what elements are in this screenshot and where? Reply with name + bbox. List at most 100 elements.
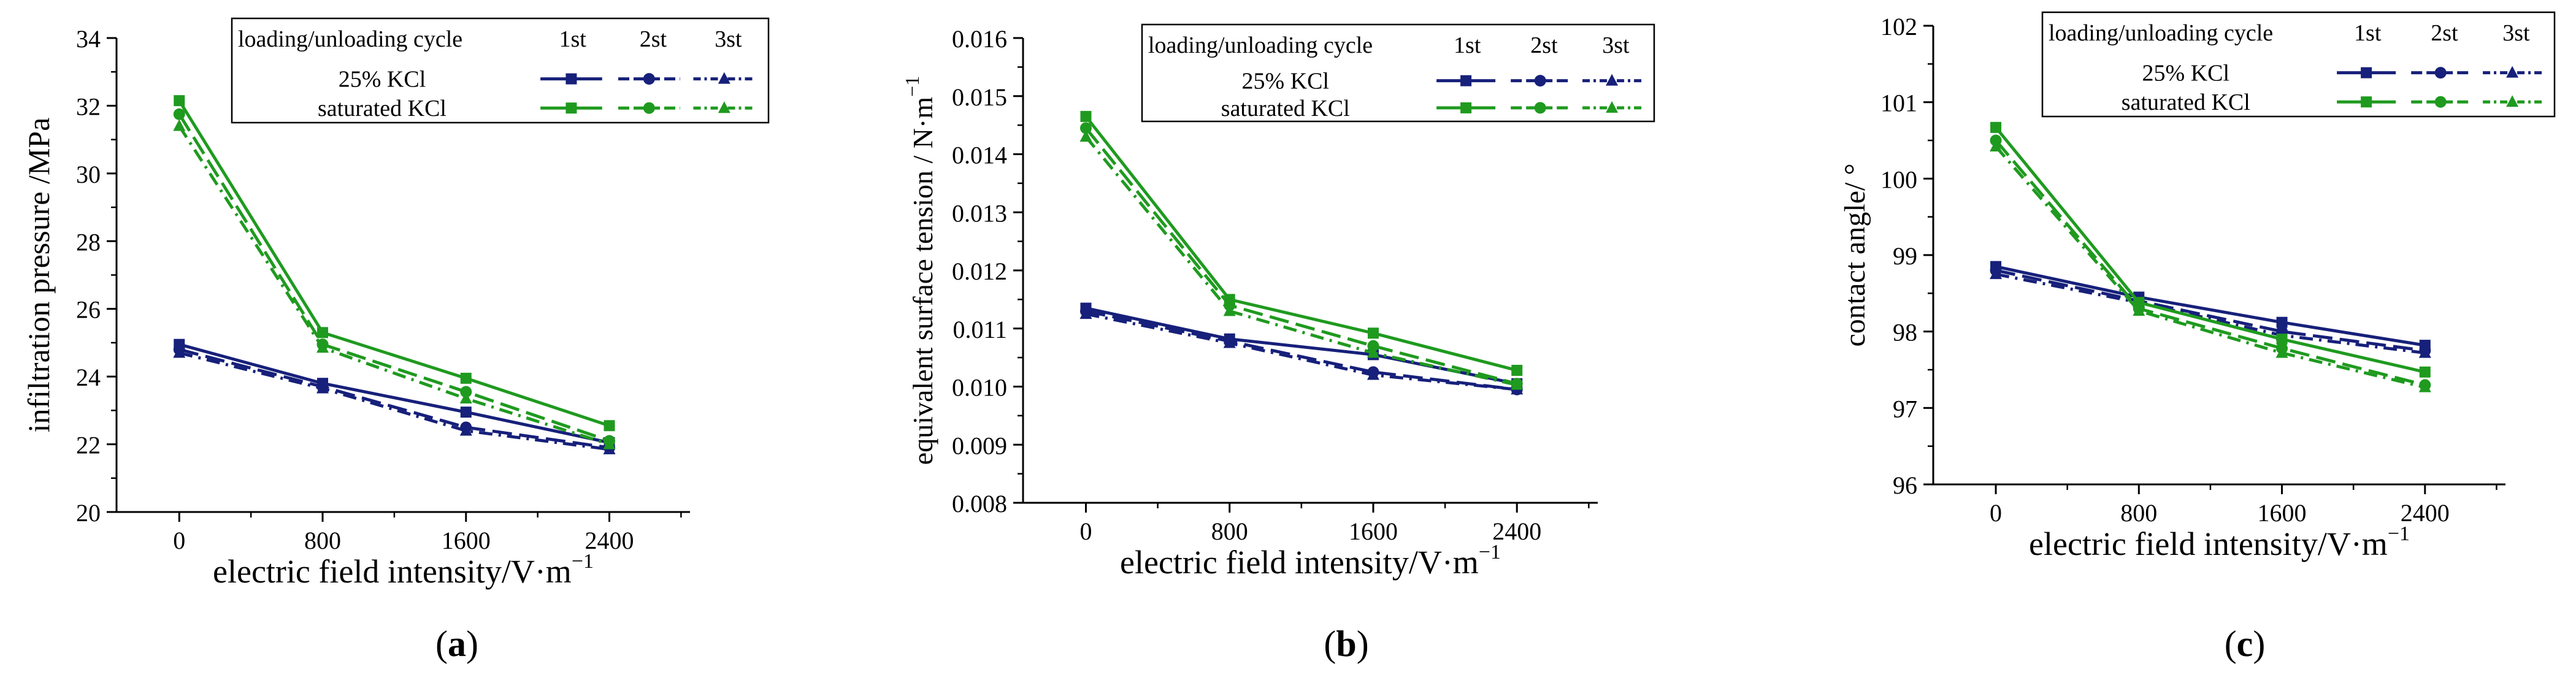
- data-point: [460, 407, 472, 418]
- series-line: [1995, 139, 2426, 387]
- legend-marker: [2506, 66, 2519, 78]
- legend-group-label: saturated KCl: [318, 96, 447, 121]
- legend-marker: [1460, 75, 1472, 86]
- x-tick-label: 0: [1079, 518, 1092, 545]
- panel-caption-open: (: [435, 624, 448, 664]
- legend-cycle-label: 3st: [715, 26, 742, 52]
- x-tick-label: 800: [304, 527, 341, 554]
- series-line: [1995, 269, 2426, 353]
- legend-cycle-label: 1st: [1454, 32, 1481, 58]
- data-point: [460, 386, 472, 398]
- series-saturated-1st: [174, 95, 615, 432]
- panel-caption-letter: a: [448, 624, 466, 664]
- legend-marker: [718, 101, 730, 113]
- legend-marker: [565, 73, 577, 85]
- panel-caption: (b): [1324, 624, 1368, 664]
- y-tick-label: 24: [76, 364, 101, 391]
- panel-caption-open: (: [1324, 624, 1336, 664]
- data-point: [1080, 110, 1092, 122]
- x-tick-label: 0: [173, 527, 185, 554]
- data-point: [2275, 346, 2288, 358]
- series-saturated-3st: [1990, 139, 2431, 392]
- data-point: [1367, 368, 1379, 380]
- x-tick-label: 2400: [2401, 499, 2450, 527]
- series-line: [178, 113, 610, 443]
- legend-box: [231, 17, 770, 124]
- legend-cycle-label: 2st: [1530, 32, 1558, 58]
- data-point: [459, 424, 472, 436]
- legend-marker: [1606, 74, 1619, 86]
- legend-marker: [2361, 67, 2372, 78]
- panel-caption-close: ): [2253, 624, 2265, 664]
- data-point: [316, 381, 329, 394]
- chart-panel-b: 0.008 0.009 0.010 0.011 0.012 0.013 0.014 0.015…: [901, 23, 1655, 664]
- y-tick-label: 0.010: [952, 374, 1007, 402]
- data-point: [1990, 139, 2003, 151]
- y-axis-label-text: contact angle/ °: [1839, 163, 1871, 346]
- x-axis-label: electric field intensity/V·m−1: [1120, 541, 1501, 581]
- x-tick-label: 800: [1211, 518, 1248, 545]
- legend-group-label: 25% KCl: [2142, 61, 2230, 86]
- y-axis-label: equivalent surface tension / N·m−1: [901, 76, 938, 465]
- data-point: [173, 108, 185, 120]
- data-point: [317, 327, 329, 338]
- y-tick-label: 0.008: [952, 490, 1007, 518]
- legend-group-label: saturated KCl: [1221, 96, 1350, 121]
- x-axis-label: electric field intensity/V·m−1: [2029, 522, 2410, 562]
- data-point: [1511, 364, 1523, 376]
- series-kcl25-2st: [1079, 305, 1523, 395]
- legend-group-label: 25% KCl: [1242, 69, 1330, 94]
- series-kcl25-3st: [1990, 267, 2431, 358]
- legend: loading/unloading cycle 1st 2st 3st 25% KCls…: [1141, 23, 1655, 123]
- legend-cycle-label: 3st: [1602, 32, 1630, 58]
- data-point: [1079, 130, 1092, 142]
- data-point: [174, 95, 185, 107]
- data-point: [2276, 316, 2288, 328]
- x-axis-label-exponent: −1: [572, 550, 594, 573]
- legend-marker: [643, 102, 655, 114]
- data-point: [1367, 346, 1379, 358]
- data-point: [604, 420, 615, 432]
- series-saturated-3st: [1079, 130, 1524, 390]
- series-line: [178, 348, 610, 449]
- legend-marker: [2361, 96, 2372, 108]
- data-point: [1511, 378, 1524, 390]
- panel-caption-letter: c: [2237, 624, 2253, 664]
- y-tick-label: 0.011: [953, 316, 1007, 343]
- series-line: [1085, 309, 1517, 391]
- panel-caption-close: ): [466, 624, 478, 664]
- x-tick-label: 2400: [1492, 518, 1541, 545]
- x-tick-label: 0: [1990, 499, 2002, 527]
- legend-cycle-label: 1st: [2354, 20, 2382, 46]
- series-line: [178, 351, 610, 451]
- panel-caption-letter: b: [1336, 624, 1356, 664]
- data-point: [603, 437, 616, 449]
- series-line: [1995, 145, 2426, 389]
- panel-caption: (a): [435, 624, 478, 664]
- series-line: [1995, 126, 2426, 374]
- data-point: [173, 346, 186, 358]
- legend-marker: [2434, 67, 2447, 79]
- series-saturated-2st: [1079, 122, 1523, 390]
- series-line: [1995, 272, 2426, 355]
- x-axis-label-exponent: −1: [2388, 522, 2410, 545]
- y-tick-label: 26: [76, 296, 101, 324]
- legend-marker: [565, 102, 577, 114]
- data-point: [459, 392, 472, 404]
- data-point: [460, 372, 472, 384]
- x-axis-label-text: electric field intensity/V·m: [2029, 525, 2388, 562]
- y-tick-label: 0.009: [952, 432, 1007, 459]
- data-point: [316, 341, 329, 353]
- series-line: [178, 99, 610, 427]
- legend-marker: [1460, 102, 1472, 113]
- series-line: [1084, 115, 1517, 372]
- series-saturated-2st: [173, 108, 616, 447]
- panel-caption: (c): [2225, 624, 2266, 664]
- x-axis-label-text: electric field intensity/V·m: [213, 553, 572, 590]
- legend-cycle-label: 3st: [2502, 20, 2530, 46]
- y-tick-label: 101: [1880, 90, 1917, 117]
- legend-header: loading/unloading cycle: [1148, 32, 1373, 58]
- legend-cycle-label: 2st: [2431, 20, 2458, 46]
- legend-marker: [1534, 102, 1546, 114]
